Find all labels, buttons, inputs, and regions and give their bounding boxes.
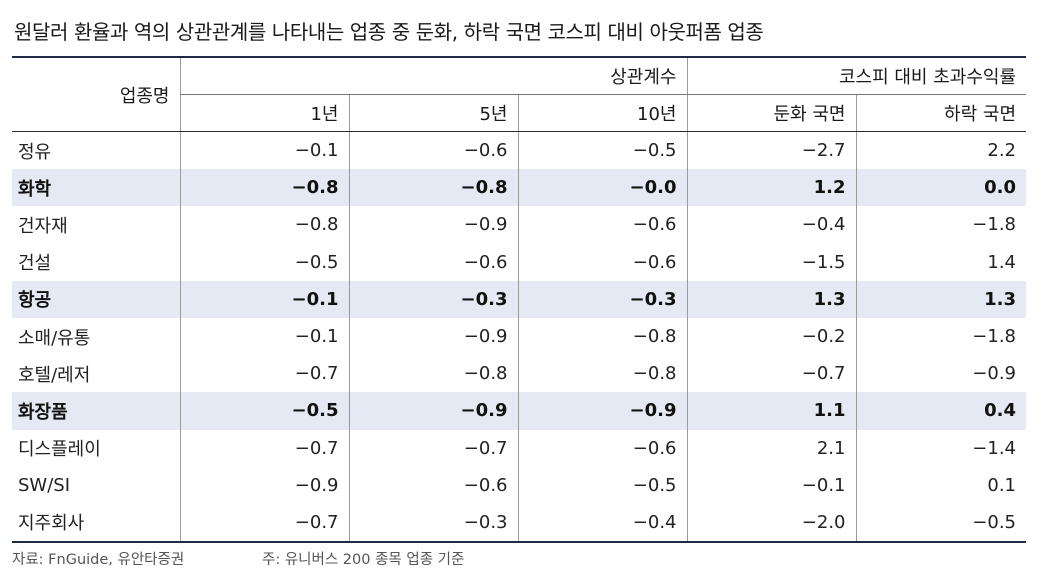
industry-column-header: 업종명 [12,58,180,132]
industry-name-cell: 화장품 [12,392,180,430]
value-cell: −0.7 [179,355,349,393]
table-row: 디스플레이 −0.7 −0.7 −0.6 2.1 −1.4 [12,429,1027,467]
table-title: 원달러 환율과 역의 상관관계를 나타내는 업종 중 둔화, 하락 국면 코스피… [14,20,764,44]
value-cell: 2.1 [686,429,856,467]
value-cell: −0.4 [517,503,687,544]
value-cell: 1.1 [686,392,856,430]
value-cell: −0.7 [686,355,856,393]
value-cell: −0.3 [517,280,687,318]
value-cell: −0.6 [348,243,518,281]
table-row: 화학 −0.8 −0.8 −0.0 1.2 0.0 [12,169,1027,207]
table-row: 항공 −0.1 −0.3 −0.3 1.3 1.3 [12,280,1027,318]
value-cell: −2.7 [686,131,856,170]
value-cell: −0.1 [179,280,349,318]
value-cell: −1.8 [855,206,1027,244]
industry-name-cell: 정유 [18,141,52,163]
value-cell: −0.7 [179,503,349,544]
value-cell: −0.1 [179,317,349,356]
value-cell: −0.8 [179,206,349,244]
column-header-decline: 하락 국면 [855,94,1027,132]
value-cell: −0.1 [179,131,349,170]
column-header-5y: 5년 [348,94,518,132]
value-cell: −0.5 [179,243,349,281]
value-cell: −1.5 [686,243,856,281]
header-row-columns: 1년 5년 10년 둔화 국면 하락 국면 [12,94,1027,132]
header-row-group: 업종명 상관계수 코스피 대비 초과수익률 [12,58,1027,132]
value-cell: −0.8 [348,169,518,207]
value-cell: −0.0 [517,169,687,207]
table-row: 호텔/레저 −0.7 −0.8 −0.8 −0.7 −0.9 [12,355,1027,393]
value-cell: −0.7 [179,429,349,467]
industry-name-cell: SW/SI [18,474,71,496]
value-cell: −2.0 [686,503,856,544]
value-cell: −0.6 [348,466,518,504]
column-header-slowdown: 둔화 국면 [686,94,856,132]
title-bar: 원달러 환율과 역의 상관관계를 나타내는 업종 중 둔화, 하락 국면 코스피… [12,0,1026,58]
industry-name-cell: 지주회사 [12,503,180,544]
source-note: 자료: FnGuide, 유안타증권 [12,552,185,568]
value-cell: −0.7 [348,429,518,467]
excess-return-group-header: 코스피 대비 초과수익률 [686,58,1027,95]
value-cell: −0.8 [517,317,687,356]
universe-note: 주: 유니버스 200 종목 업종 기준 [262,552,465,568]
correlation-group-header: 상관계수 [179,58,687,95]
value-cell: 0.1 [855,466,1027,504]
value-cell: −0.1 [686,466,856,504]
table-row: SW/SI −0.9 −0.6 −0.5 −0.1 0.1 [12,466,1027,504]
value-cell: 1.3 [686,280,856,318]
table-row: 지주회사 −0.7 −0.3 −0.4 −2.0 −0.5 [12,503,1027,544]
value-cell: 1.4 [855,243,1027,281]
table-row: 정유 −0.1 −0.6 −0.5 −2.7 2.2 [12,131,1027,170]
value-cell: 1.2 [686,169,856,207]
column-header-1y: 1년 [179,94,349,132]
value-cell: −0.8 [179,169,349,207]
industry-name-cell: 항공 [12,280,180,318]
value-cell: −0.5 [517,131,687,170]
industry-name-cell: 화학 [12,169,180,207]
value-cell: −0.6 [348,131,518,170]
value-cell: −0.8 [348,355,518,393]
value-cell: 0.0 [855,169,1027,207]
value-cell: 0.4 [855,392,1027,430]
value-cell: −0.9 [855,355,1027,393]
table-row: 건설 −0.5 −0.6 −0.6 −1.5 1.4 [12,243,1027,281]
value-cell: −0.9 [348,317,518,356]
industry-name-cell: 건설 [18,253,52,275]
value-cell: −1.8 [855,317,1027,356]
value-cell: −0.5 [855,503,1027,544]
value-cell: −0.5 [179,392,349,430]
value-cell: 2.2 [855,131,1027,170]
table-row: 소매/유통 −0.1 −0.9 −0.8 −0.2 −1.8 [12,317,1027,356]
industry-name-cell: 디스플레이 [18,439,101,461]
value-cell: −0.9 [348,206,518,244]
value-cell: −0.9 [517,392,687,430]
industry-name-cell: 호텔/레저 [18,364,91,386]
value-cell: −0.3 [348,280,518,318]
industry-table: 업종명 상관계수 코스피 대비 초과수익률 1년 5년 10년 둔화 국면 하락… [12,58,1027,544]
value-cell: 1.3 [855,280,1027,318]
value-cell: −0.9 [348,392,518,430]
value-cell: −0.2 [686,317,856,356]
value-cell: −0.4 [686,206,856,244]
value-cell: −0.6 [517,429,687,467]
value-cell: −0.8 [517,355,687,393]
table-row: 건자재 −0.8 −0.9 −0.6 −0.4 −1.8 [12,206,1027,244]
column-header-10y: 10년 [517,94,687,132]
table-row: 화장품 −0.5 −0.9 −0.9 1.1 0.4 [12,392,1027,430]
value-cell: −0.6 [517,243,687,281]
industry-name-cell: 건자재 [18,215,68,237]
value-cell: −0.3 [348,503,518,544]
value-cell: −1.4 [855,429,1027,467]
value-cell: −0.9 [179,466,349,504]
industry-name-cell: 소매/유통 [18,327,91,349]
value-cell: −0.6 [517,206,687,244]
value-cell: −0.5 [517,466,687,504]
table-body: 정유 −0.1 −0.6 −0.5 −2.7 2.2 화학 −0.8 −0.8 −0.0 1.2 0.… [12,131,1027,544]
